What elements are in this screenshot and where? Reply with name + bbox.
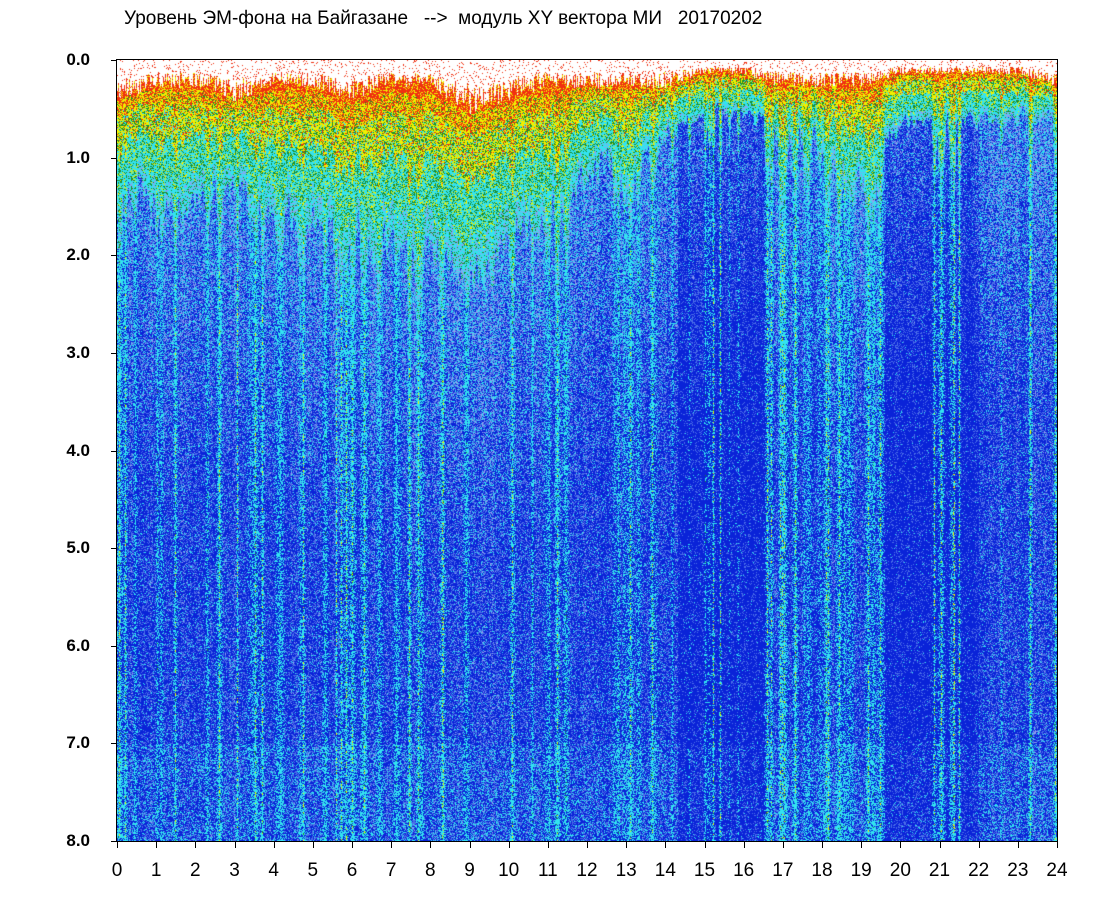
x-tick-label: 6 (346, 860, 358, 881)
y-tick-label: 4.0 (66, 440, 90, 460)
x-tick-mark (822, 842, 823, 848)
y-tick-mark (111, 451, 116, 452)
x-tick-mark (940, 842, 941, 848)
plot-area (116, 59, 1058, 842)
x-tick-label: 16 (733, 860, 755, 881)
x-tick-label: 12 (576, 860, 598, 881)
x-tick-mark (156, 842, 157, 848)
y-tick-mark (111, 60, 116, 61)
y-tick-mark (111, 646, 116, 647)
x-tick-mark (548, 842, 549, 848)
x-tick-label: 20 (889, 860, 911, 881)
x-tick-mark (313, 842, 314, 848)
y-tick-mark (111, 158, 116, 159)
x-tick-label: 13 (615, 860, 637, 881)
y-tick-label: 1.0 (66, 147, 90, 167)
x-tick-label: 24 (1046, 860, 1068, 881)
x-tick-mark (705, 842, 706, 848)
x-tick-label: 1 (150, 860, 162, 881)
y-tick-label: 6.0 (66, 635, 90, 655)
y-tick-label: 2.0 (66, 245, 90, 265)
y-tick-mark (111, 353, 116, 354)
x-tick-label: 21 (928, 860, 951, 881)
x-tick-label: 3 (229, 860, 240, 881)
x-tick-label: 19 (850, 860, 872, 881)
y-tick-mark (111, 743, 116, 744)
x-tick-mark (626, 842, 627, 848)
x-tick-label: 7 (385, 860, 397, 881)
x-tick-label: 8 (425, 860, 436, 881)
y-tick-label: 0.0 (66, 50, 90, 69)
y-tick-label: 8.0 (66, 831, 90, 850)
x-tick-mark (1018, 842, 1019, 848)
x-tick-mark (900, 842, 901, 848)
x-tick-label: 22 (968, 860, 990, 881)
y-tick-label: 3.0 (66, 342, 90, 362)
y-tick-label: 5.0 (66, 538, 90, 558)
x-tick-mark (430, 842, 431, 848)
x-tick-mark (509, 842, 510, 848)
x-tick-mark (861, 842, 862, 848)
x-tick-label: 2 (190, 860, 201, 881)
y-tick-mark (111, 548, 116, 549)
x-tick-mark (587, 842, 588, 848)
x-tick-label: 10 (498, 860, 520, 881)
x-tick-label: 0 (111, 860, 123, 881)
x-tick-mark (1057, 842, 1058, 848)
x-tick-label: 11 (537, 860, 558, 881)
x-tick-mark (744, 842, 745, 848)
x-tick-mark (783, 842, 784, 848)
x-tick-mark (195, 842, 196, 848)
x-tick-label: 5 (307, 860, 319, 881)
y-tick-label: 7.0 (66, 733, 90, 753)
x-tick-label: 14 (654, 860, 676, 881)
x-tick-mark (117, 842, 118, 848)
y-tick-mark (111, 841, 116, 842)
x-tick-mark (470, 842, 471, 848)
x-tick-label: 9 (464, 860, 475, 881)
spectrogram-heatmap (117, 60, 1057, 841)
x-tick-mark (352, 842, 353, 848)
x-tick-mark (235, 842, 236, 848)
x-tick-mark (665, 842, 666, 848)
x-tick-mark (979, 842, 980, 848)
x-tick-mark (274, 842, 275, 848)
x-tick-label: 18 (811, 860, 833, 881)
x-tick-label: 17 (772, 860, 794, 881)
x-tick-label: 15 (693, 860, 716, 881)
x-tick-mark (391, 842, 392, 848)
chart-title: Уровень ЭМ-фона на Байгазане --> модуль … (124, 8, 763, 29)
x-tick-label: 23 (1007, 860, 1029, 881)
x-tick-label: 4 (268, 860, 279, 881)
y-tick-mark (111, 255, 116, 256)
